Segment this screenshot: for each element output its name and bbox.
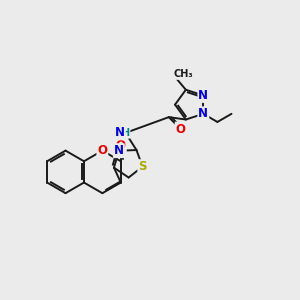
Text: N: N xyxy=(114,144,124,157)
Text: O: O xyxy=(176,122,186,136)
Text: N: N xyxy=(198,89,208,102)
Text: O: O xyxy=(116,139,126,152)
Text: S: S xyxy=(138,160,147,173)
Text: N: N xyxy=(198,107,208,120)
Text: H: H xyxy=(122,128,130,138)
Text: N: N xyxy=(115,126,125,140)
Text: CH₃: CH₃ xyxy=(174,69,194,79)
Text: O: O xyxy=(98,144,107,157)
